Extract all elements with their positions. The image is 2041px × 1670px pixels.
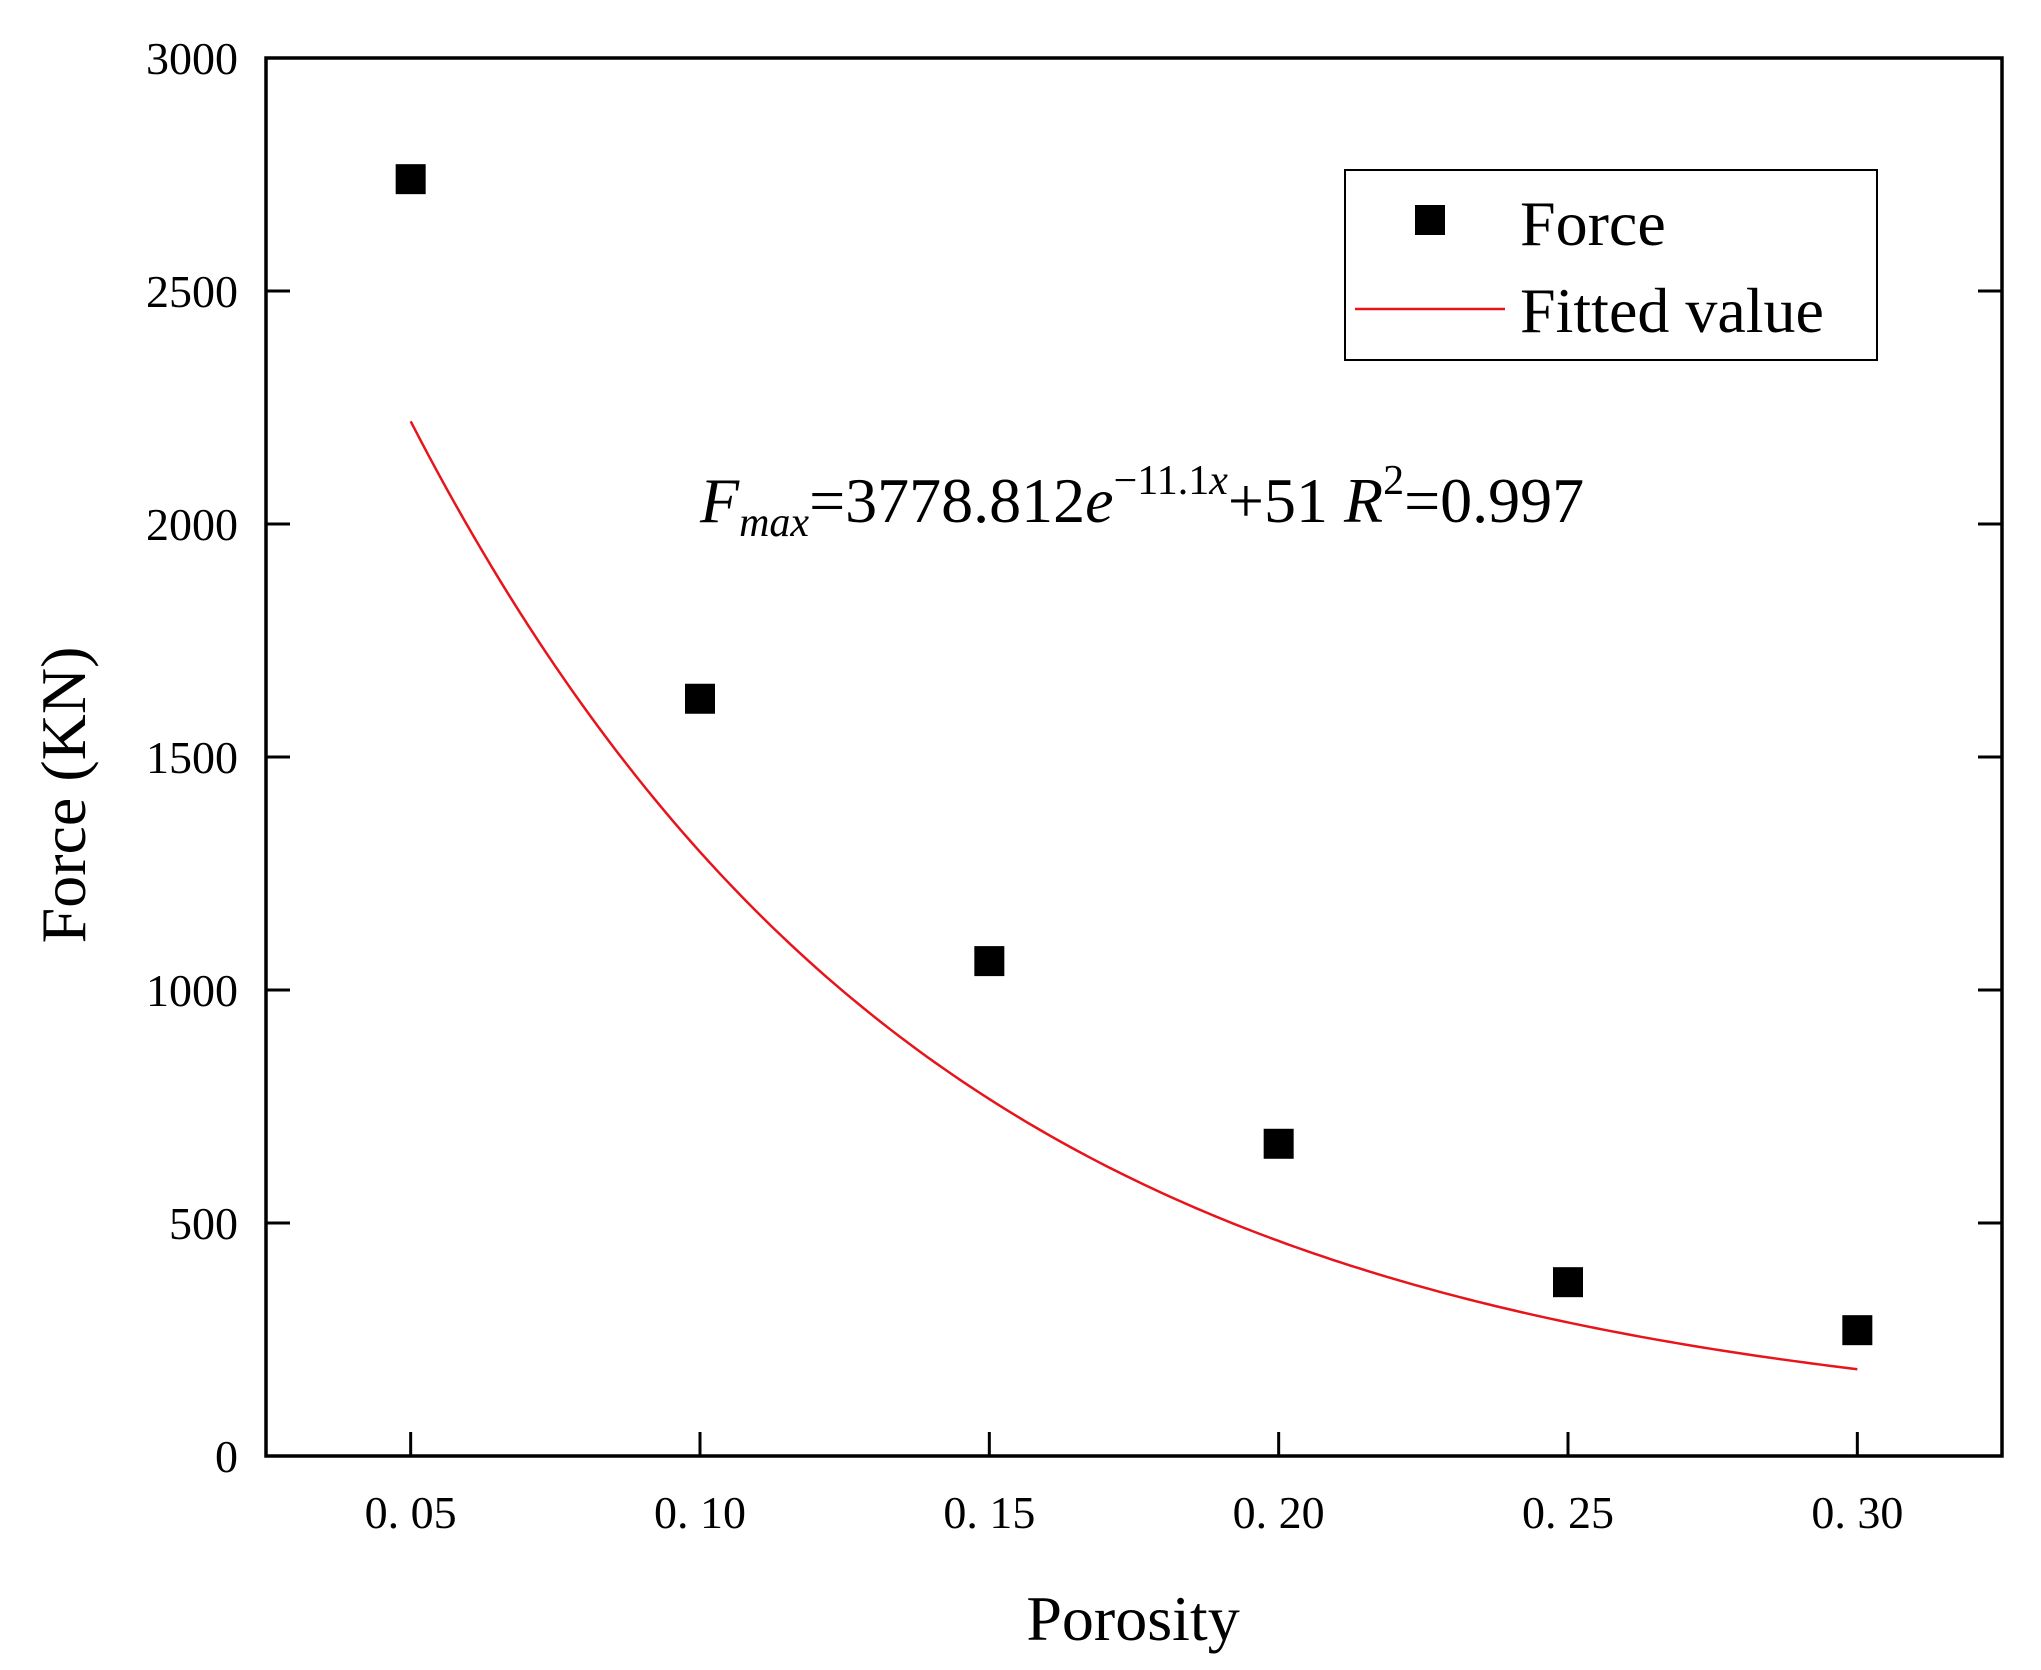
eq-r-superscript: 2	[1383, 458, 1404, 504]
plot-frame	[264, 56, 2004, 1458]
legend-box	[1344, 169, 1878, 361]
force-point	[1263, 1128, 1294, 1159]
y-tick-label: 3000	[146, 33, 238, 84]
eq-coefficient: =3778.812	[809, 465, 1085, 536]
force-point	[974, 946, 1005, 977]
eq-exponent-var: x	[1208, 458, 1228, 504]
x-tick-label: 0. 30	[1811, 1487, 1903, 1538]
y-tick-label: 1000	[146, 965, 238, 1016]
eq-f-symbol: F	[699, 465, 740, 536]
eq-subscript: max	[739, 500, 809, 546]
force-point	[685, 683, 715, 714]
x-tick-label: 0. 10	[654, 1487, 746, 1538]
x-tick-label: 0. 15	[943, 1487, 1035, 1538]
fit-equation: Fmax=3778.812e−11.1x+51 R2=0.997	[699, 458, 1584, 546]
x-axis-title: Porosity	[1026, 1583, 1239, 1654]
y-axis-title: Force (KN)	[28, 647, 99, 944]
y-tick-label: 2000	[146, 499, 238, 550]
legend-force-marker	[1415, 205, 1445, 235]
legend: Force Fitted value	[1344, 169, 1878, 361]
eq-r-symbol: R	[1343, 465, 1383, 536]
legend-force-label: Force	[1520, 188, 1666, 259]
y-axis-ticks: 0 500 1000 1500 2000 2500 3000	[146, 33, 2002, 1482]
force-point	[395, 164, 426, 195]
fitted-value-line	[409, 420, 1858, 1371]
x-tick-label: 0. 20	[1233, 1487, 1325, 1538]
y-tick-label: 500	[169, 1198, 238, 1249]
y-tick-label: 2500	[146, 266, 238, 317]
eq-e-symbol: e	[1085, 465, 1113, 536]
x-tick-label: 0. 25	[1522, 1487, 1614, 1538]
y-tick-label: 0	[215, 1431, 238, 1482]
x-axis-ticks: 0. 05 0. 10 0. 15 0. 20 0. 25 0. 30	[365, 1432, 1903, 1538]
eq-constant: +51	[1228, 465, 1344, 536]
eq-exponent: −11.1	[1114, 458, 1210, 504]
y-tick-label: 1500	[146, 732, 238, 783]
legend-fitted-label: Fitted value	[1520, 275, 1824, 346]
x-tick-label: 0. 05	[365, 1487, 457, 1538]
force-point	[1842, 1315, 1873, 1346]
force-markers	[395, 164, 1873, 1346]
force-point	[1553, 1267, 1583, 1298]
eq-r-value: =0.997	[1404, 465, 1584, 536]
